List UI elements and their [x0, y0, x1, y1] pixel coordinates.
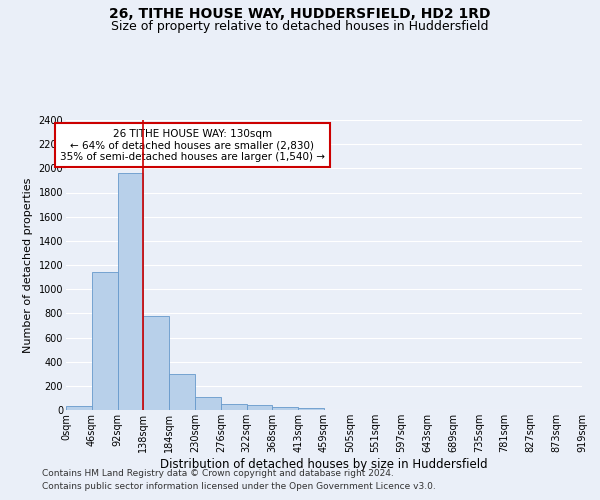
Text: 26 TITHE HOUSE WAY: 130sqm
← 64% of detached houses are smaller (2,830)
35% of s: 26 TITHE HOUSE WAY: 130sqm ← 64% of deta… [60, 128, 325, 162]
Bar [298, 408, 324, 410]
Text: Contains HM Land Registry data © Crown copyright and database right 2024.: Contains HM Land Registry data © Crown c… [42, 468, 394, 477]
Bar [143, 316, 169, 410]
Bar [247, 406, 272, 410]
Text: Contains public sector information licensed under the Open Government Licence v3: Contains public sector information licen… [42, 482, 436, 491]
Bar [195, 398, 221, 410]
X-axis label: Distribution of detached houses by size in Huddersfield: Distribution of detached houses by size … [160, 458, 488, 470]
Bar [66, 406, 92, 410]
Bar [169, 374, 195, 410]
Y-axis label: Number of detached properties: Number of detached properties [23, 178, 33, 352]
Bar [118, 173, 143, 410]
Text: 26, TITHE HOUSE WAY, HUDDERSFIELD, HD2 1RD: 26, TITHE HOUSE WAY, HUDDERSFIELD, HD2 1… [109, 8, 491, 22]
Text: Size of property relative to detached houses in Huddersfield: Size of property relative to detached ho… [111, 20, 489, 33]
Bar [92, 272, 118, 410]
Bar [272, 408, 298, 410]
Bar [221, 404, 247, 410]
